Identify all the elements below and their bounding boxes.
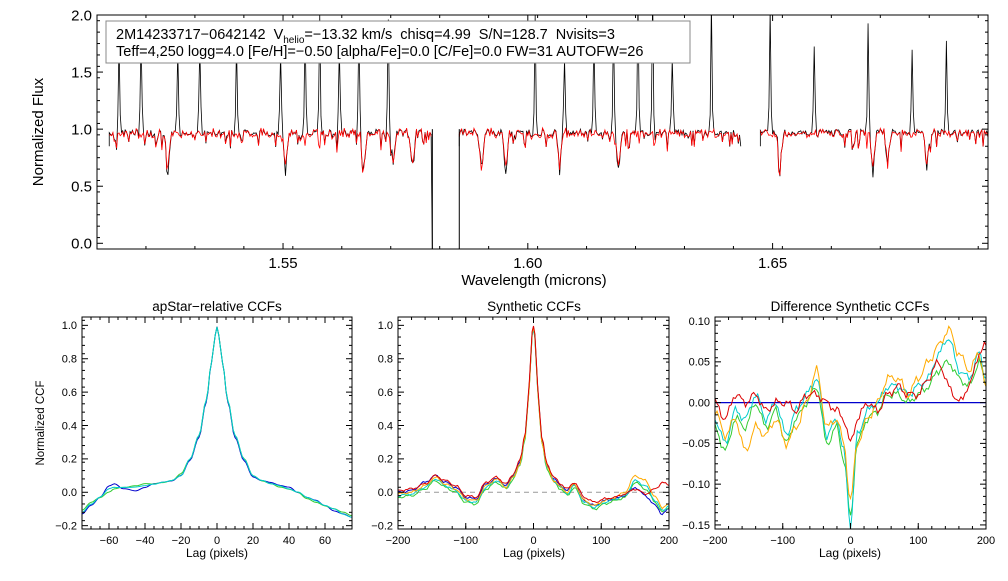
y-tick-label: 0.6 (62, 387, 77, 399)
y-tick-label: 1.5 (71, 64, 92, 81)
x-tick-label: 20 (247, 535, 259, 547)
ccf-series-line (82, 327, 352, 518)
apstar-ccf-ticks: −60 −40 −20 0 20 40 60 −0.2 0.0 0.2 0.4 0.6 0.8 1.0 (55, 317, 353, 547)
spectrum-ylabel: Normalized Flux (30, 77, 47, 186)
synthetic-ccf-title: Synthetic CCFs (487, 299, 581, 314)
x-tick-label: 40 (283, 535, 295, 547)
apstar-ccf-ylabel: Normalized CCF (35, 381, 47, 466)
x-tick-label: 100 (909, 535, 927, 547)
y-tick-label: 0.0 (62, 487, 77, 499)
x-tick-label: −100 (453, 535, 478, 547)
x-tick-label: 0 (214, 535, 220, 547)
y-tick-label: −0.2 (371, 521, 393, 533)
y-tick-label: −0.10 (682, 479, 710, 491)
x-tick-label: 0 (530, 535, 536, 547)
vhelio-subscript: helio (283, 35, 305, 46)
synthetic-spectrum-line (458, 126, 740, 171)
spectrum-annotation-line1: 2M14233717−0642142 Vhelio=−13.32 km/s chis… (116, 27, 615, 46)
ccf-series-line (715, 340, 986, 443)
x-tick-label: −60 (100, 535, 119, 547)
y-tick-label: 0.8 (62, 354, 77, 366)
stellar-params: Teff=4,250 logg=4.0 [Fe/H]=−0.50 [alpha/… (116, 44, 643, 60)
apstar-ccf-title: apStar−relative CCFs (152, 299, 282, 314)
x-tick-label: −200 (386, 535, 411, 547)
x-tick-label: −100 (770, 535, 795, 547)
apstar-ccf-plot-area (82, 326, 352, 518)
x-tick-label: 100 (592, 535, 610, 547)
y-tick-label: −0.05 (682, 438, 710, 450)
ccf-series-line (715, 325, 986, 501)
difference-ccf-ticks: −200 −100 0 100 200 −0.15 −0.10 −0.05 0.00 0.05 0.… (682, 316, 995, 547)
snr-value: S/N=128.7 (479, 27, 548, 43)
spectrum-annotation-box (105, 20, 691, 64)
y-tick-label: 0.10 (689, 316, 710, 328)
apstar-ccf-xlabel: Lag (pixels) (186, 546, 248, 560)
ccf-series-line (715, 339, 986, 529)
nvisits-value: Nvisits=3 (556, 27, 615, 43)
y-tick-label: 0.4 (378, 420, 393, 432)
y-tick-label: 0.00 (689, 397, 710, 409)
y-tick-label: 1.0 (378, 320, 393, 332)
y-tick-label: 1.0 (71, 121, 92, 138)
spectrum-xlabel: Wavelength (microns) (461, 272, 606, 289)
y-tick-label: 0.8 (378, 354, 393, 366)
x-tick-label: −200 (703, 535, 728, 547)
synthetic-ccf-ticks: −200 −100 0 100 200 −0.2 0.0 0.2 0.4 0.6 0.8 1.0 (371, 317, 678, 547)
synthetic-ccf-xlabel: Lag (pixels) (503, 546, 565, 560)
x-tick-label: 1.60 (513, 255, 542, 272)
y-tick-label: 2.0 (71, 7, 92, 24)
y-tick-label: −0.15 (682, 520, 710, 532)
spectrum-plot-area (108, 15, 988, 249)
difference-ccf-plot-area (715, 325, 986, 529)
y-tick-label: 0.2 (62, 454, 77, 466)
y-tick-label: 0.2 (378, 454, 393, 466)
x-tick-label: −40 (136, 535, 155, 547)
synthetic-ccf-plot-area (398, 325, 669, 516)
chisq-value: chisq=4.99 (400, 27, 471, 43)
synthetic-spectrum-line (759, 127, 988, 176)
apstar-ccf-panel: −60 −40 −20 0 20 40 60 −0.2 0.0 0.2 0.4 0.6 0.8 1.0 a… (35, 299, 353, 560)
synthetic-ccf-panel: −200 −100 0 100 200 −0.2 0.0 0.2 0.4 0.6 0.8 1.0 Sy… (371, 299, 678, 560)
y-tick-label: 0.0 (378, 487, 393, 499)
x-tick-label: −20 (172, 535, 191, 547)
x-tick-label: 200 (977, 535, 995, 547)
x-tick-label: 1.55 (268, 255, 297, 272)
star-id: 2M14233717−0642142 (116, 27, 266, 43)
spectrum-axes-frame (96, 14, 989, 250)
difference-ccf-xlabel: Lag (pixels) (819, 546, 881, 560)
x-tick-label: 60 (319, 535, 331, 547)
y-tick-label: 0.4 (62, 420, 77, 432)
y-tick-label: 0.6 (378, 387, 393, 399)
x-tick-label: 0 (847, 535, 853, 547)
y-tick-label: 0.05 (689, 357, 710, 369)
y-tick-label: 1.0 (62, 320, 77, 332)
difference-ccf-title: Difference Synthetic CCFs (771, 299, 930, 314)
x-tick-label: 200 (660, 535, 678, 547)
y-tick-label: 0.5 (71, 178, 92, 195)
spectrum-ticks: 1.55 1.60 1.65 0.0 0.5 1.0 1.5 2.0 (71, 7, 988, 272)
synthetic-spectrum-line (109, 127, 432, 173)
ccf-series-line (398, 325, 669, 504)
vhelio-label: V (274, 27, 284, 43)
y-tick-label: 0.0 (71, 236, 92, 253)
x-tick-label: 1.65 (758, 255, 787, 272)
spectrum-panel: 1.55 1.60 1.65 0.0 0.5 1.0 1.5 2.0 2M14233717−0… (30, 7, 989, 289)
y-tick-label: −0.2 (55, 521, 77, 533)
difference-ccf-panel: −200 −100 0 100 200 −0.15 −0.10 −0.05 0.00 0.05 0.… (682, 299, 995, 560)
vhelio-value: =−13.32 km/s (304, 27, 392, 43)
